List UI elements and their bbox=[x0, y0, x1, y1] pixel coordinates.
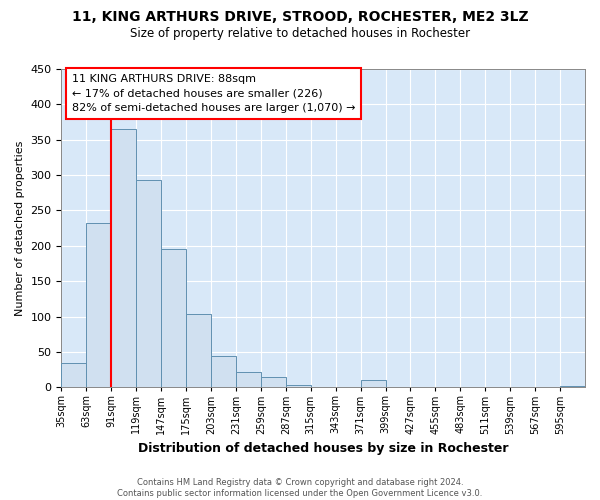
Bar bbox=[560, 386, 585, 388]
Bar bbox=[136, 180, 161, 388]
Text: 11, KING ARTHURS DRIVE, STROOD, ROCHESTER, ME2 3LZ: 11, KING ARTHURS DRIVE, STROOD, ROCHESTE… bbox=[71, 10, 529, 24]
Text: Size of property relative to detached houses in Rochester: Size of property relative to detached ho… bbox=[130, 28, 470, 40]
Bar bbox=[211, 356, 236, 388]
Bar bbox=[361, 380, 386, 388]
Bar bbox=[261, 378, 286, 388]
Bar bbox=[86, 222, 111, 388]
Bar bbox=[161, 250, 186, 388]
Text: Contains HM Land Registry data © Crown copyright and database right 2024.
Contai: Contains HM Land Registry data © Crown c… bbox=[118, 478, 482, 498]
Bar bbox=[236, 372, 261, 388]
Bar bbox=[111, 129, 136, 388]
Bar bbox=[286, 384, 311, 388]
X-axis label: Distribution of detached houses by size in Rochester: Distribution of detached houses by size … bbox=[138, 442, 508, 455]
Y-axis label: Number of detached properties: Number of detached properties bbox=[15, 140, 25, 316]
Bar bbox=[311, 386, 335, 388]
Text: 11 KING ARTHURS DRIVE: 88sqm
← 17% of detached houses are smaller (226)
82% of s: 11 KING ARTHURS DRIVE: 88sqm ← 17% of de… bbox=[72, 74, 355, 114]
Bar bbox=[186, 314, 211, 388]
Bar bbox=[61, 362, 86, 388]
